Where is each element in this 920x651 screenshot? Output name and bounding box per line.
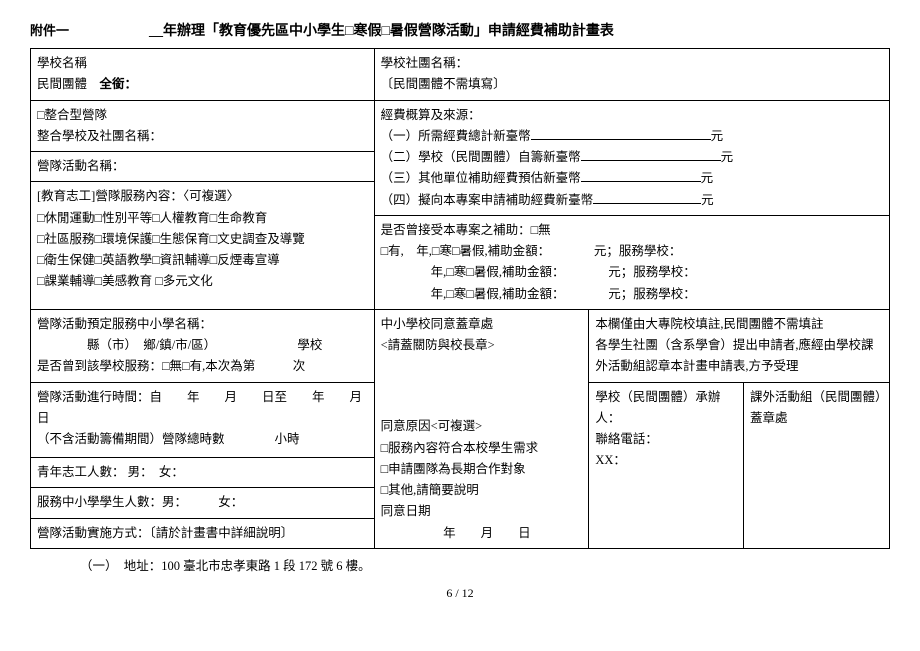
camp-type-cell: □整合型營隊 整合學校及社團名稱：: [31, 100, 375, 152]
club-name-cell: 學校社團名稱： 〔民間團體不需填寫〕: [374, 49, 889, 101]
volunteer-content-cell: [教育志工]營隊服務內容：〈可複選〉 □休閒運動□性別平等□人權教育□生命教育 …: [31, 182, 375, 310]
activity-seal-cell: 課外活動組（民間團體）蓋章處: [743, 382, 889, 548]
approval-seal-cell: 中小學校同意蓋章處 <請蓋關防與校長章> 同意原因<可複選> □服務內容符合本校…: [374, 309, 589, 548]
duration-cell: 營隊活動進行時間：自 年 月 日至 年 月 日 （不含活動籌備期間）營隊總時數 …: [31, 382, 375, 458]
attachment-label: 附件一: [30, 20, 69, 39]
note-cell: 本欄僅由大專院校填註,民間團體不需填註 各學生社團（含系學會）提出申請者,應經由…: [589, 309, 890, 382]
contact-cell: 學校（民間團體）承辦人： 聯絡電話： XX：: [589, 382, 744, 548]
budget-cell: 經費概算及來源： （一）所需經費總計新臺幣元 （二）學校（民間團體）自籌新臺幣元…: [374, 100, 889, 215]
footer-address: （一） 地址：100 臺北市忠孝東路 1 段 172 號 6 樓。: [30, 555, 890, 574]
method-cell: 營隊活動實施方式：〔請於計畫書中詳細說明〕: [31, 518, 375, 548]
page-number: 6 / 12: [30, 586, 890, 601]
camp-name-cell: 營隊活動名稱：: [31, 152, 375, 182]
application-form: 學校名稱 民間團體 全銜： 學校社團名稱： 〔民間團體不需填寫〕 □整合型營隊 …: [30, 48, 890, 549]
school-name-cell: 學校名稱 民間團體 全銜：: [31, 49, 375, 101]
student-count-cell: 服務中小學學生人數：男： 女：: [31, 488, 375, 518]
service-school-cell: 營隊活動預定服務中小學名稱： 縣（市） 鄉/鎮/市/區） 學校 是否曾到該學校服…: [31, 309, 375, 382]
prior-subsidy-cell: 是否曾接受本專案之補助：□無 □有, 年,□寒□暑假,補助金額： 元；服務學校：…: [374, 215, 889, 309]
youth-count-cell: 青年志工人數： 男： 女：: [31, 458, 375, 488]
form-title: __年辦理「教育優先區中小學生□寒假□暑假營隊活動」申請經費補助計畫表: [149, 20, 614, 40]
